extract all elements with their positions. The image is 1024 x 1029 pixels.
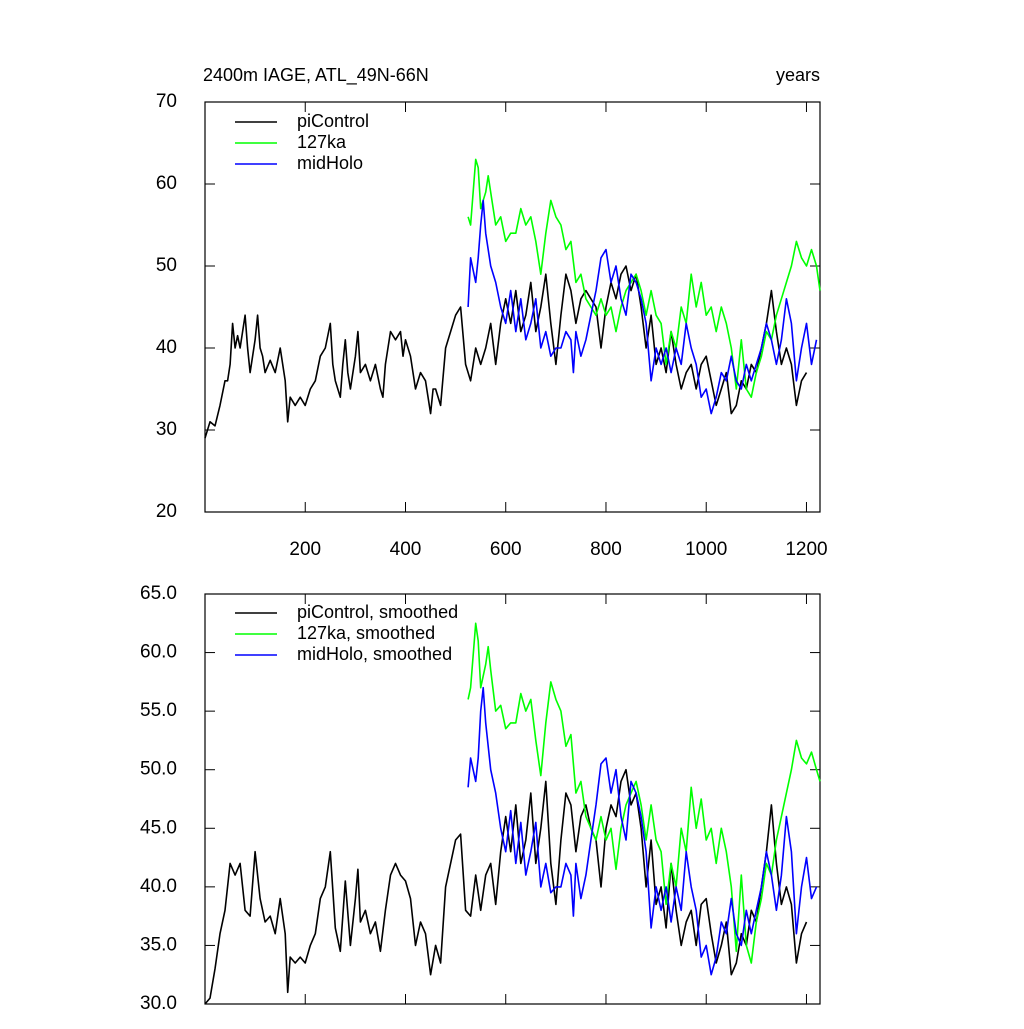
units-label: years (776, 65, 820, 85)
y-tick-label: 30.0 (140, 993, 177, 1014)
x-tick-label: 200 (289, 539, 321, 560)
data-line (204, 768, 808, 1005)
y-tick-label: 30 (156, 419, 177, 440)
x-tick-label: 600 (490, 539, 522, 560)
y-tick-label: 20 (156, 501, 177, 522)
y-tick-label: 50 (156, 255, 177, 276)
y-tick-label: 65.0 (140, 583, 177, 604)
legend-label: midHolo (297, 153, 363, 173)
y-tick-label: 40.0 (140, 876, 177, 897)
x-tick-label: 1200 (785, 539, 827, 560)
y-tick-label: 50.0 (140, 759, 177, 780)
plot-frame (204, 593, 821, 1005)
legend-label: piControl, smoothed (297, 602, 458, 622)
data-line (467, 199, 818, 415)
chart-title: 2400m IAGE, ATL_49N-66N (203, 65, 429, 86)
legend-label: 127ka (297, 132, 347, 152)
data-line (467, 158, 821, 399)
x-tick-label: 400 (390, 539, 422, 560)
plot-frame (204, 101, 821, 513)
y-tick-label: 40 (156, 337, 177, 358)
x-tick-label: 1000 (685, 539, 727, 560)
y-tick-label: 60.0 (140, 642, 177, 663)
data-line (204, 265, 808, 439)
legend-label: midHolo, smoothed (297, 644, 452, 664)
data-line (467, 686, 818, 976)
legend-label: piControl (297, 111, 369, 131)
data-line (467, 622, 821, 964)
y-tick-label: 35.0 (140, 934, 177, 955)
y-tick-label: 55.0 (140, 700, 177, 721)
x-tick-label: 800 (590, 539, 622, 560)
legend-label: 127ka, smoothed (297, 623, 435, 643)
y-tick-label: 45.0 (140, 817, 177, 838)
y-tick-label: 60 (156, 173, 177, 194)
y-tick-label: 70 (156, 91, 177, 112)
